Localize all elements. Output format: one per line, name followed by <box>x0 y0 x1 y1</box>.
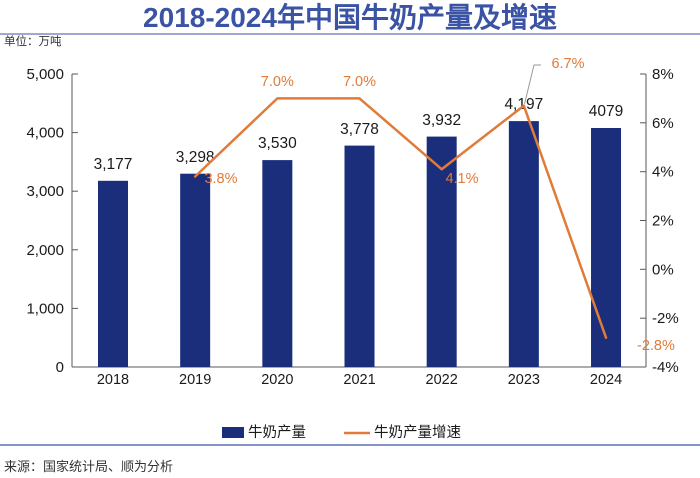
svg-text:牛奶产量增速: 牛奶产量增速 <box>374 424 461 441</box>
svg-text:3,932: 3,932 <box>422 112 461 129</box>
svg-text:1,000: 1,000 <box>26 300 64 317</box>
svg-text:2%: 2% <box>652 213 674 230</box>
svg-text:6.7%: 6.7% <box>551 56 584 72</box>
svg-text:0: 0 <box>56 359 64 376</box>
svg-text:2023: 2023 <box>508 372 540 388</box>
svg-text:2021: 2021 <box>343 372 375 388</box>
svg-text:3,530: 3,530 <box>258 135 297 152</box>
svg-text:4079: 4079 <box>589 103 623 120</box>
svg-text:-2%: -2% <box>652 310 679 327</box>
svg-text:2022: 2022 <box>426 372 458 388</box>
svg-text:牛奶产量: 牛奶产量 <box>248 424 306 441</box>
svg-text:5,000: 5,000 <box>26 66 64 83</box>
svg-text:2024: 2024 <box>590 372 622 388</box>
svg-text:2019: 2019 <box>179 372 211 388</box>
svg-text:8%: 8% <box>652 66 674 83</box>
svg-text:3.8%: 3.8% <box>204 171 237 187</box>
svg-text:4%: 4% <box>652 164 674 181</box>
svg-text:2020: 2020 <box>261 372 293 388</box>
svg-text:2,000: 2,000 <box>26 242 64 259</box>
svg-text:4.1%: 4.1% <box>445 171 478 187</box>
svg-text:2018-2024年中国牛奶产量及增速: 2018-2024年中国牛奶产量及增速 <box>143 1 557 33</box>
svg-text:3,177: 3,177 <box>94 156 133 173</box>
svg-text:来源：国家统计局、顺为分析: 来源：国家统计局、顺为分析 <box>4 459 173 474</box>
svg-text:3,000: 3,000 <box>26 183 64 200</box>
svg-text:2018: 2018 <box>97 372 129 388</box>
svg-text:4,000: 4,000 <box>26 125 64 142</box>
svg-text:7.0%: 7.0% <box>261 74 294 90</box>
svg-text:-4%: -4% <box>652 359 679 376</box>
svg-text:单位：万吨: 单位：万吨 <box>4 34 62 48</box>
svg-text:3,778: 3,778 <box>340 121 379 138</box>
svg-text:0%: 0% <box>652 261 674 278</box>
svg-text:7.0%: 7.0% <box>343 74 376 90</box>
svg-text:-2.8%: -2.8% <box>637 338 675 354</box>
svg-text:6%: 6% <box>652 115 674 132</box>
